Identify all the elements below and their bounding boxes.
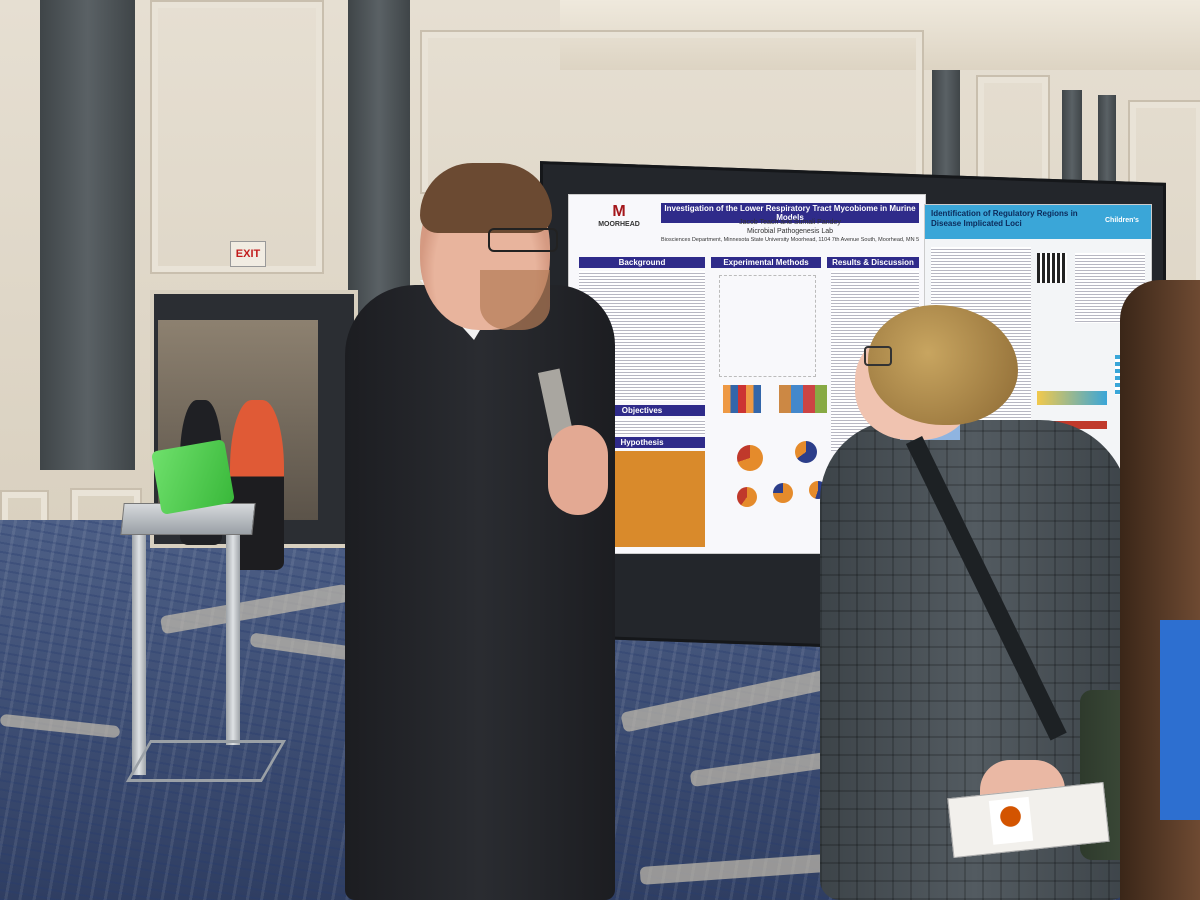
logo-text: MOORHEAD	[598, 221, 640, 228]
poster-title: Identification of Regulatory Regions in …	[931, 209, 1078, 228]
green-tote-bag	[151, 439, 235, 515]
blue-sleeve	[1160, 620, 1200, 820]
bar-chart-figure	[779, 385, 827, 413]
man-in-dark-suit	[345, 285, 615, 900]
tree-graphic	[988, 796, 1034, 845]
institution-logo: Children's	[1105, 217, 1139, 224]
heatmap-figure	[1037, 253, 1067, 283]
pie-chart-figure	[773, 483, 793, 503]
bar-chart-figure	[723, 385, 761, 413]
poster-header-band	[925, 205, 1151, 239]
man-beard	[480, 270, 550, 330]
woman-curly-hair	[868, 305, 1018, 425]
table-leg	[226, 525, 240, 745]
section-background: Background	[579, 257, 705, 268]
pie-chart-figure	[737, 445, 763, 471]
poster-lab: Microbial Pathogenesis Lab	[747, 228, 833, 235]
man-hair	[420, 163, 552, 233]
ceiling	[560, 0, 1200, 70]
section-methods: Experimental Methods	[711, 257, 821, 268]
university-logo: M MOORHEAD	[579, 203, 659, 245]
section-hypothesis: Hypothesis	[579, 437, 705, 448]
genome-track-figure	[1037, 391, 1107, 405]
eyeglasses	[864, 346, 892, 366]
eyeglasses	[488, 228, 558, 252]
wall-pillar	[40, 0, 135, 470]
section-results: Results & Discussion	[827, 257, 919, 268]
wall-pillar	[1062, 90, 1082, 205]
methods-diagram	[719, 275, 816, 377]
exit-sign: EXIT	[230, 241, 266, 267]
wall-panel	[150, 0, 324, 274]
poster-department: Biosciences Department, Minnesota State …	[661, 237, 919, 243]
poster-title: Investigation of the Lower Respiratory T…	[661, 203, 919, 223]
section-objectives: Objectives	[579, 405, 705, 416]
table-leg	[132, 525, 146, 775]
wall-pillar	[348, 0, 410, 320]
pie-chart-figure	[795, 441, 817, 463]
man-hand	[548, 425, 608, 515]
pie-chart-figure	[737, 487, 757, 507]
table-base	[125, 740, 287, 782]
poster-authors: Jacob Teach and Sumali Pandey	[739, 219, 841, 226]
wall-pillar	[1098, 95, 1116, 207]
